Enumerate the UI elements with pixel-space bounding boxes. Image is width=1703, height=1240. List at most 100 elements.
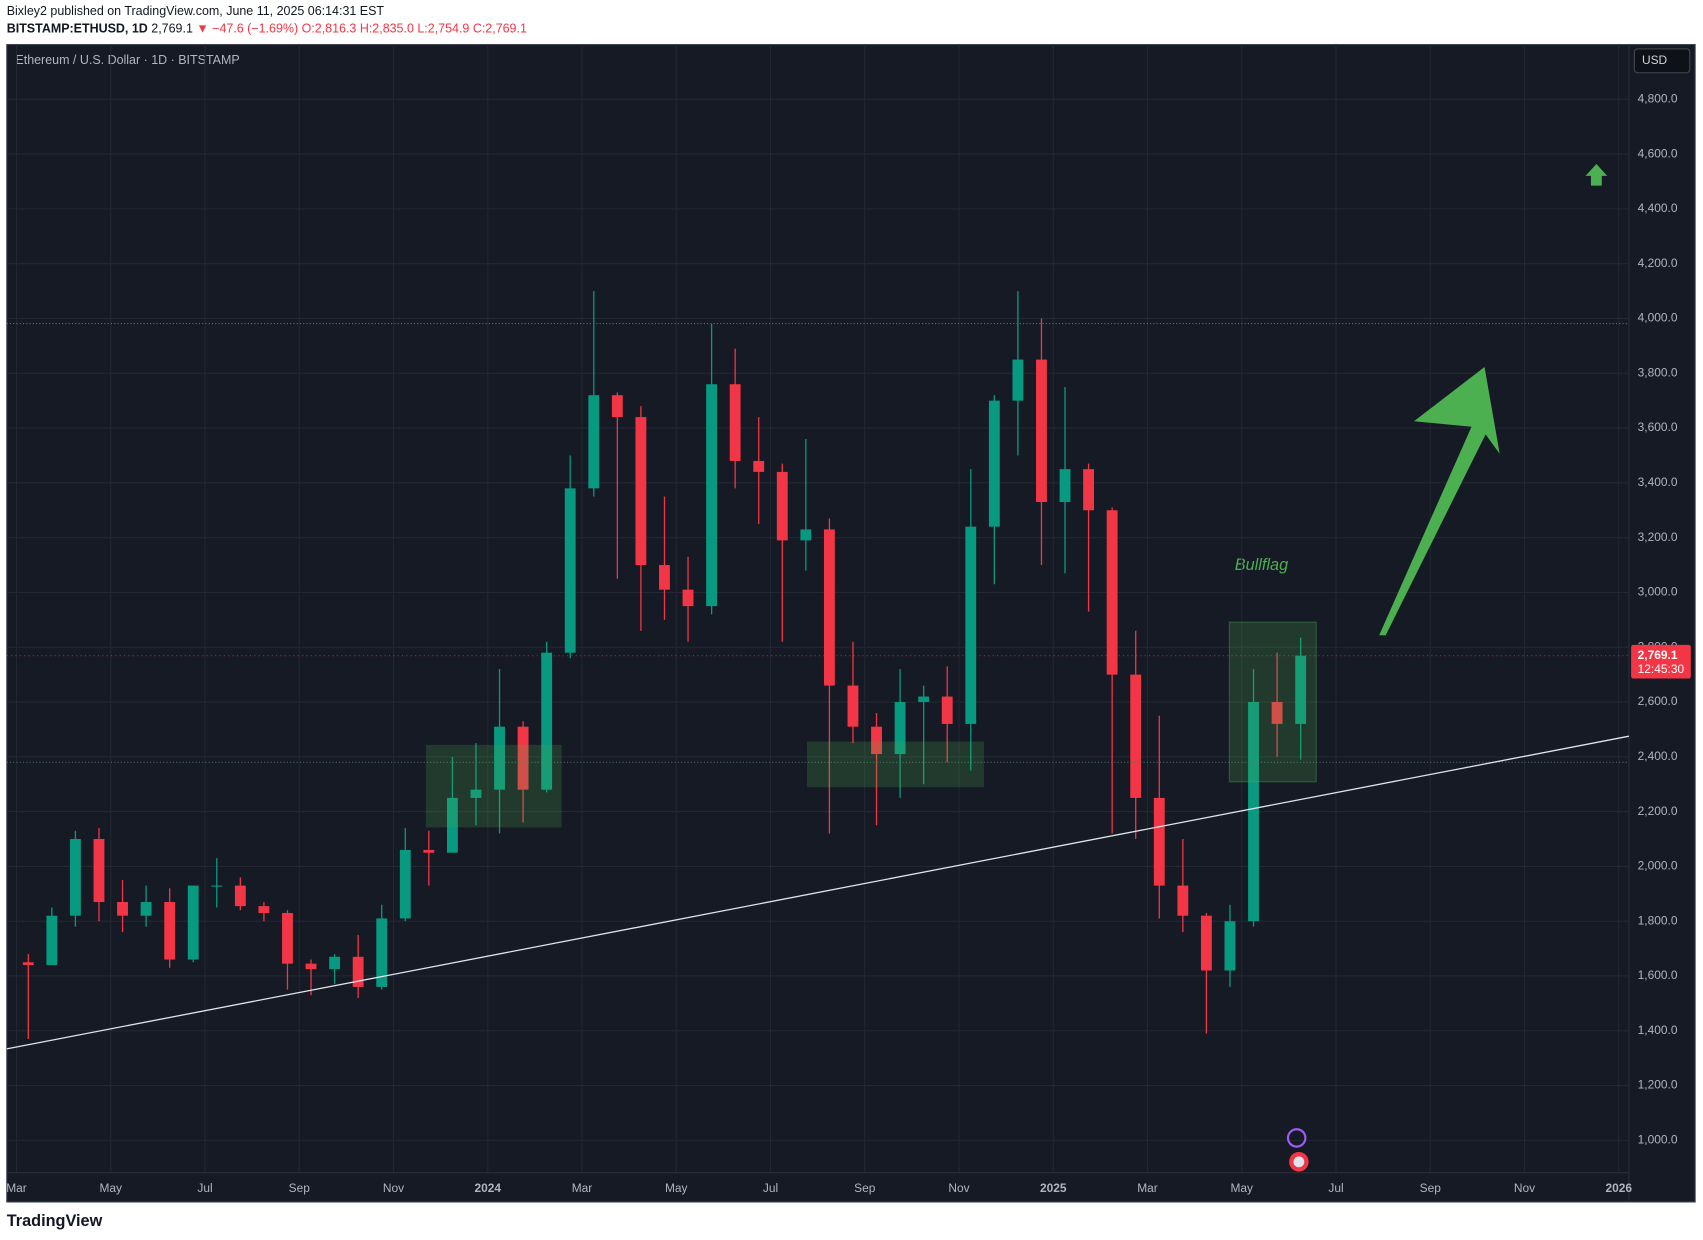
y-tick-label: 4,800.0 <box>1638 91 1678 105</box>
candle-body <box>1106 510 1118 675</box>
y-tick-label: 2,600.0 <box>1638 694 1678 708</box>
candle-body <box>541 652 553 790</box>
x-tick-label: May <box>1230 1181 1253 1195</box>
candle-body <box>93 839 105 903</box>
candle-body <box>446 797 458 853</box>
candle-body <box>776 471 788 541</box>
candle-body <box>1153 797 1165 886</box>
x-tick-label: May <box>99 1181 122 1195</box>
candle-body <box>46 915 58 966</box>
x-tick-label: 2024 <box>474 1181 501 1195</box>
candle-body <box>635 417 647 566</box>
ohlc: O:2,816.3 H:2,835.0 L:2,754.9 C:2,769.1 <box>302 22 527 36</box>
x-tick-label: 2025 <box>1040 1181 1067 1195</box>
candle-body <box>211 885 223 887</box>
countdown: 12:45:30 <box>1638 662 1685 676</box>
candle-body <box>706 384 718 607</box>
last-price-box <box>1631 644 1691 679</box>
drawings <box>6 163 1630 1172</box>
x-tick-label: Nov <box>383 1181 404 1195</box>
flag-box <box>1228 621 1317 783</box>
symbol: BITSTAMP:ETHUSD, 1D <box>7 22 148 36</box>
zone-box <box>806 741 984 788</box>
candle-body <box>988 400 1000 527</box>
annotation: Bullflag <box>1235 556 1288 574</box>
candle-body <box>1224 921 1236 971</box>
candle-body <box>1059 469 1071 503</box>
y-tick-label: 4,000.0 <box>1638 311 1678 325</box>
candle-body <box>800 529 812 541</box>
x-tick-label: Jul <box>763 1181 778 1195</box>
candle-body <box>871 726 882 755</box>
y-tick-label: 3,800.0 <box>1638 365 1678 379</box>
y-tick-label: 2,000.0 <box>1638 859 1678 873</box>
big-arrow <box>1379 367 1500 636</box>
candle-body <box>494 726 505 790</box>
y-tick-label: 2,200.0 <box>1638 804 1678 818</box>
x-tick-label: Jul <box>197 1181 212 1195</box>
y-tick-label: 4,600.0 <box>1638 146 1678 160</box>
candle-body <box>1012 359 1024 401</box>
chart-title: Ethereum / U.S. Dollar · 1D · BITSTAMP <box>15 53 239 67</box>
trend-line <box>6 735 1630 1050</box>
change: ▼ −47.6 (−1.69%) <box>196 22 298 36</box>
candle-body <box>140 902 152 916</box>
candle-body <box>423 849 435 853</box>
currency-button[interactable] <box>1633 48 1691 74</box>
candle-body <box>1036 359 1047 503</box>
candle-body <box>69 839 81 916</box>
candle-body <box>1200 915 1212 971</box>
y-tick-label: 2,400.0 <box>1638 749 1678 763</box>
currency-label[interactable]: USD <box>1642 53 1668 67</box>
x-tick-label: Sep <box>854 1181 876 1195</box>
candle-body <box>847 685 859 727</box>
candle-body <box>564 488 576 653</box>
candle-body <box>258 906 270 913</box>
x-tick-label: May <box>665 1181 688 1195</box>
x-tick-label: Nov <box>1514 1181 1535 1195</box>
event-icon[interactable] <box>1286 1128 1307 1148</box>
candle-body <box>376 918 388 987</box>
candle-body <box>941 696 953 724</box>
candle-body <box>682 589 694 607</box>
candle-body <box>753 460 765 472</box>
y-tick-label: 3,000.0 <box>1638 585 1678 599</box>
x-tick-label: Sep <box>289 1181 311 1195</box>
publisher-line: Bixley2 published on TradingView.com, Ju… <box>7 4 385 18</box>
candle-body <box>187 885 199 960</box>
candle-body <box>729 384 741 461</box>
candle-body <box>588 395 600 489</box>
candle-body <box>305 963 317 970</box>
event-icon-inner <box>1293 1156 1305 1168</box>
candle-body <box>164 902 176 960</box>
candle-body <box>1248 702 1259 922</box>
candle-body <box>1177 885 1189 916</box>
y-tick-label: 1,400.0 <box>1638 1023 1678 1037</box>
candle-body <box>282 912 293 964</box>
zone-box <box>425 744 562 828</box>
x-tick-label: 2026 <box>1605 1181 1632 1195</box>
x-tick-label: Mar <box>572 1181 593 1195</box>
y-tick-label: 4,200.0 <box>1638 256 1678 270</box>
candle-body <box>1295 655 1307 724</box>
candle-body <box>1083 469 1095 511</box>
y-tick-label: 1,000.0 <box>1638 1133 1678 1147</box>
candle-body <box>22 962 34 966</box>
y-tick-label: 1,200.0 <box>1638 1078 1678 1092</box>
candle-body <box>611 395 623 418</box>
small-arrow <box>1585 163 1608 186</box>
symbol-line: BITSTAMP:ETHUSD, 1D 2,769.1 ▼ −47.6 (−1.… <box>7 22 527 36</box>
candle-body <box>1130 674 1142 798</box>
candle-body <box>965 526 977 724</box>
footer-brand: TradingView <box>7 1212 103 1230</box>
y-tick-label: 1,600.0 <box>1638 968 1678 982</box>
candle-body <box>234 885 246 907</box>
x-tick-label: Mar <box>6 1181 27 1195</box>
x-tick-label: Nov <box>948 1181 969 1195</box>
candle-body <box>117 902 128 916</box>
candle-body <box>823 529 835 686</box>
last-price-label: 2,769.1 <box>1638 648 1678 662</box>
y-tick-label: 4,400.0 <box>1638 201 1678 215</box>
x-tick-label: Mar <box>1137 1181 1158 1195</box>
